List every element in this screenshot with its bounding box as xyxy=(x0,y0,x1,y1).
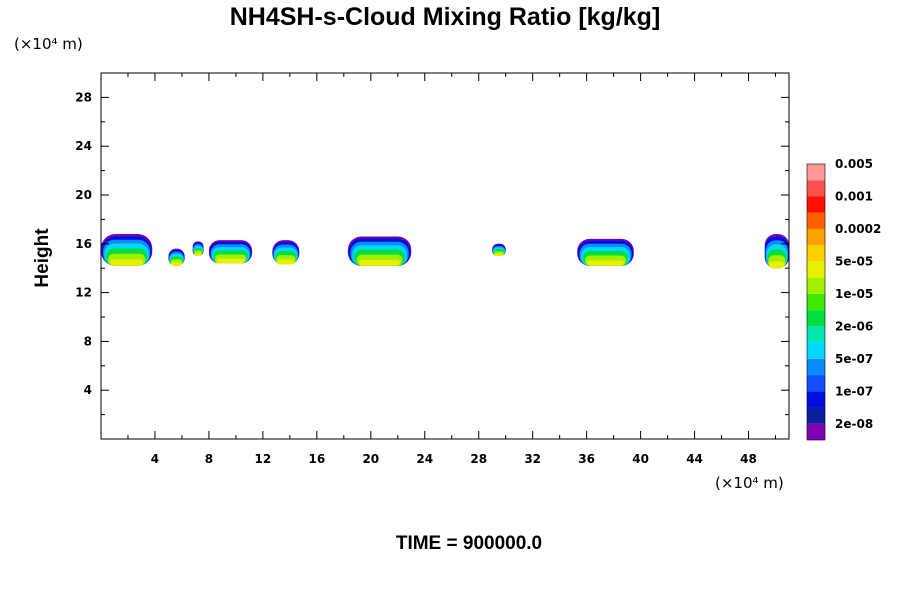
y-tick-label: 4 xyxy=(84,383,92,397)
colorbar-label: 5e-05 xyxy=(835,254,873,268)
cloud-layer xyxy=(194,253,202,256)
x-tick-label: 32 xyxy=(524,452,541,466)
cloud-8 xyxy=(764,234,789,269)
x-tick-label: 12 xyxy=(255,452,272,466)
cloud-5 xyxy=(347,236,412,266)
cloud-6 xyxy=(492,243,506,256)
plot-frame xyxy=(100,72,790,440)
cloud-layer xyxy=(171,262,182,266)
colorbar-label: 1e-07 xyxy=(835,384,873,398)
chart-title: NH4SH-s-Cloud Mixing Ratio [kg/kg] xyxy=(230,3,661,31)
cloud-layer xyxy=(587,260,624,266)
y-tick-label: 28 xyxy=(75,90,92,104)
y-axis-label: Height xyxy=(32,228,53,288)
colorbar-swatch xyxy=(807,228,825,246)
colorbar-swatch xyxy=(807,293,825,311)
colorbar-swatch xyxy=(807,423,825,440)
colorbar-swatch xyxy=(807,342,825,359)
cloud-layer xyxy=(277,259,295,265)
colorbar-label: 0.0002 xyxy=(835,222,881,236)
time-label: TIME = 900000.0 xyxy=(396,533,542,554)
cloud-3 xyxy=(208,240,253,264)
cloud-0 xyxy=(101,234,153,266)
x-axis-unit: (×10⁴ m) xyxy=(715,474,784,492)
colorbar: 2e-08 1e-07 5e-07 2e-06 1e-05 5e-05 0.0002 0.00… xyxy=(806,157,881,441)
y-tick-label: 24 xyxy=(75,139,92,153)
colorbar-swatch xyxy=(807,164,825,181)
cloud-4 xyxy=(272,240,300,265)
colorbar-swatch xyxy=(807,407,825,424)
cloud-layer xyxy=(110,259,144,266)
colorbar-swatch xyxy=(807,310,825,327)
cloud-7 xyxy=(577,238,634,266)
colorbar-label: 1e-05 xyxy=(835,287,873,301)
y-tick-label: 16 xyxy=(75,237,92,251)
colorbar-swatch xyxy=(807,358,825,376)
colorbar-frame xyxy=(806,163,826,441)
colorbar-swatch xyxy=(807,196,825,213)
x-tick-label: 8 xyxy=(205,452,213,466)
x-tick-label: 48 xyxy=(740,452,757,466)
colorbar-label: 2e-08 xyxy=(835,417,873,431)
cloud-1 xyxy=(168,248,185,266)
x-tick-label: 28 xyxy=(470,452,487,466)
colorbar-swatch xyxy=(807,245,825,262)
cloud-layer xyxy=(216,258,245,264)
cloud-2 xyxy=(192,241,204,256)
colorbar-swatch xyxy=(807,391,825,408)
colorbar-swatch xyxy=(807,375,825,392)
x-tick-label: 44 xyxy=(686,452,703,466)
colorbar-swatch xyxy=(807,326,825,343)
cloud-field xyxy=(101,234,789,269)
y-tick-label: 20 xyxy=(75,188,92,202)
cloud-layer xyxy=(494,253,504,256)
colorbar-swatch xyxy=(807,180,825,197)
x-tick-label: 36 xyxy=(578,452,595,466)
colorbar-label: 5e-07 xyxy=(835,352,873,366)
colorbar-swatch xyxy=(807,261,825,278)
colorbar-label: 0.001 xyxy=(835,189,873,203)
colorbar-label: 0.005 xyxy=(835,157,873,171)
colorbar-label: 2e-06 xyxy=(835,319,873,333)
x-tick-label: 20 xyxy=(362,452,379,466)
x-tick-label: 4 xyxy=(151,452,159,466)
x-tick-label: 16 xyxy=(308,452,325,466)
y-tick-label: 12 xyxy=(75,286,92,300)
cloud-layer xyxy=(769,261,785,269)
cloud-layer xyxy=(359,259,400,266)
x-tick-label: 40 xyxy=(632,452,649,466)
colorbar-swatch xyxy=(807,277,825,294)
y-tick-label: 8 xyxy=(84,334,92,348)
colorbar-swatch xyxy=(807,212,825,229)
x-tick-label: 24 xyxy=(416,452,433,466)
y-axis-unit: (×10⁴ m) xyxy=(14,35,83,53)
